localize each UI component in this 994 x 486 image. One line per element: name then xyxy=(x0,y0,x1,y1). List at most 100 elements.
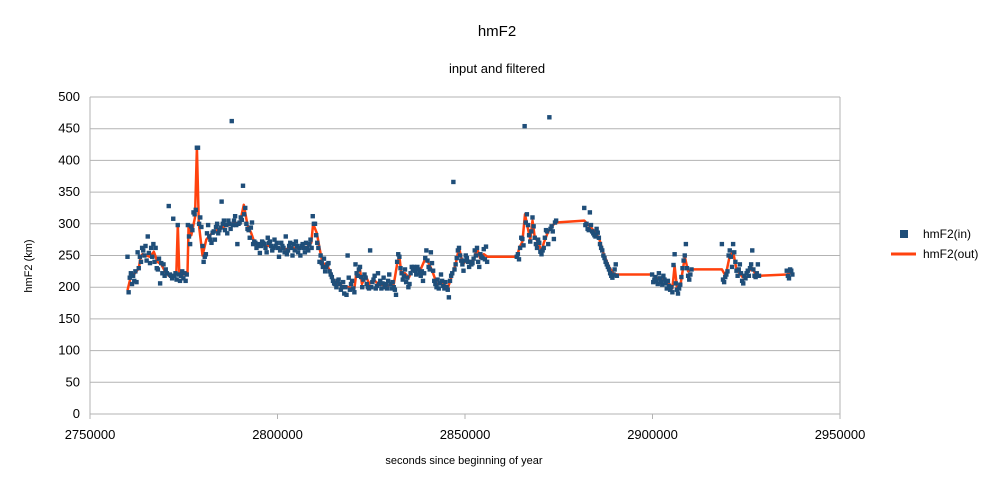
data-point-hmf2-in xyxy=(434,285,439,290)
data-point-hmf2-in xyxy=(601,253,606,258)
data-point-hmf2-in xyxy=(598,245,604,251)
data-point-hmf2-in xyxy=(374,283,380,289)
data-point-hmf2-in xyxy=(262,241,267,247)
data-point-hmf2-in xyxy=(587,210,593,215)
data-point-hmf2-in xyxy=(388,281,393,287)
series-hmf2-in xyxy=(125,115,795,300)
data-point-hmf2-in xyxy=(662,277,667,282)
data-point-hmf2-in xyxy=(529,229,534,234)
data-point-hmf2-in xyxy=(729,264,735,270)
data-point-hmf2-in xyxy=(274,240,279,246)
data-point-hmf2-in xyxy=(366,286,372,291)
data-point-hmf2-in xyxy=(480,255,485,261)
data-point-hmf2-in xyxy=(436,286,441,291)
data-point-hmf2-in xyxy=(736,267,741,272)
data-point-hmf2-in xyxy=(465,259,471,265)
data-point-hmf2-in xyxy=(185,222,191,228)
data-point-hmf2-in xyxy=(128,271,134,276)
data-point-hmf2-in xyxy=(202,254,207,259)
chart-title: hmF2 xyxy=(478,23,516,40)
data-point-hmf2-in xyxy=(214,221,220,226)
data-point-hmf2-in xyxy=(217,227,222,233)
data-point-hmf2-in xyxy=(300,241,305,247)
data-point-hmf2-in xyxy=(135,250,140,255)
data-point-hmf2-in xyxy=(159,260,164,266)
data-point-hmf2-in xyxy=(515,252,521,257)
data-point-hmf2-in xyxy=(669,285,674,290)
data-point-hmf2-in xyxy=(271,245,276,251)
data-point-hmf2-in xyxy=(169,276,175,281)
data-point-hmf2-in xyxy=(730,241,736,247)
data-point-hmf2-in xyxy=(747,265,753,271)
data-point-hmf2-in xyxy=(178,273,184,278)
data-point-hmf2-in xyxy=(155,267,161,272)
data-point-hmf2-in xyxy=(420,278,426,284)
data-point-hmf2-in xyxy=(182,271,187,276)
data-point-hmf2-in xyxy=(470,260,475,266)
data-point-hmf2-in xyxy=(447,278,453,284)
data-point-hmf2-in xyxy=(756,273,762,278)
data-point-hmf2-in xyxy=(584,221,589,226)
data-point-hmf2-in xyxy=(610,275,615,280)
data-point-hmf2-in xyxy=(234,222,239,228)
data-point-hmf2-in xyxy=(373,286,378,291)
data-point-hmf2-in xyxy=(673,281,678,286)
data-point-hmf2-in xyxy=(180,269,185,274)
data-point-hmf2-in xyxy=(683,241,689,247)
data-point-hmf2-in xyxy=(672,252,677,257)
data-point-hmf2-in xyxy=(221,218,227,223)
data-point-hmf2-in xyxy=(354,271,359,276)
data-point-hmf2-in xyxy=(674,287,680,292)
data-point-hmf2-in xyxy=(754,271,759,276)
data-point-hmf2-in xyxy=(789,268,794,273)
data-point-hmf2-in xyxy=(537,240,542,246)
data-point-hmf2-in xyxy=(203,252,209,257)
data-point-hmf2-in xyxy=(275,245,281,251)
data-point-hmf2-in xyxy=(346,275,351,280)
data-point-hmf2-in xyxy=(462,258,467,263)
data-point-hmf2-in xyxy=(454,255,459,261)
data-point-hmf2-in xyxy=(184,272,189,277)
data-point-hmf2-in xyxy=(344,292,349,298)
data-point-hmf2-in xyxy=(199,224,204,230)
data-point-hmf2-in xyxy=(675,291,681,296)
data-point-hmf2-in xyxy=(688,272,693,277)
data-point-hmf2-in xyxy=(146,250,152,256)
data-point-hmf2-in xyxy=(748,262,754,267)
data-point-hmf2-in xyxy=(272,237,277,242)
data-point-hmf2-in xyxy=(321,256,327,261)
data-point-hmf2-in xyxy=(399,271,404,276)
data-point-hmf2-in xyxy=(324,264,329,270)
y-tick-label: 350 xyxy=(58,184,80,199)
data-point-hmf2-in xyxy=(349,278,355,284)
data-point-hmf2-in xyxy=(753,274,758,280)
data-point-hmf2-in xyxy=(681,258,686,263)
y-tick-labels: 0 50 100 150 200 250 300 350 400 450 500 xyxy=(58,89,80,421)
data-point-hmf2-in xyxy=(166,203,171,209)
data-point-hmf2-in xyxy=(720,277,726,282)
data-point-hmf2-in xyxy=(524,212,530,217)
data-point-hmf2-in xyxy=(442,286,447,291)
data-point-hmf2-in xyxy=(282,250,287,255)
data-point-hmf2-in xyxy=(342,291,347,296)
data-point-hmf2-in xyxy=(514,254,519,259)
data-point-hmf2-in xyxy=(246,227,251,233)
y-tick-label: 500 xyxy=(58,89,80,104)
data-point-hmf2-in xyxy=(460,262,465,267)
data-point-hmf2-in xyxy=(477,264,482,270)
data-point-hmf2-in xyxy=(459,258,464,263)
data-point-hmf2-in xyxy=(658,279,664,285)
data-point-hmf2-in xyxy=(445,287,450,292)
data-point-hmf2-in xyxy=(177,278,183,284)
data-point-hmf2-in xyxy=(161,262,166,267)
data-point-hmf2-in xyxy=(424,248,429,253)
data-point-hmf2-in xyxy=(192,212,197,217)
data-point-hmf2-in xyxy=(347,287,353,292)
data-point-hmf2-in xyxy=(786,276,792,281)
data-point-hmf2-in xyxy=(724,272,729,277)
data-point-hmf2-in xyxy=(660,282,665,287)
data-point-hmf2-in xyxy=(291,241,296,247)
data-point-hmf2-in xyxy=(363,275,368,280)
data-point-hmf2-in xyxy=(684,265,690,271)
